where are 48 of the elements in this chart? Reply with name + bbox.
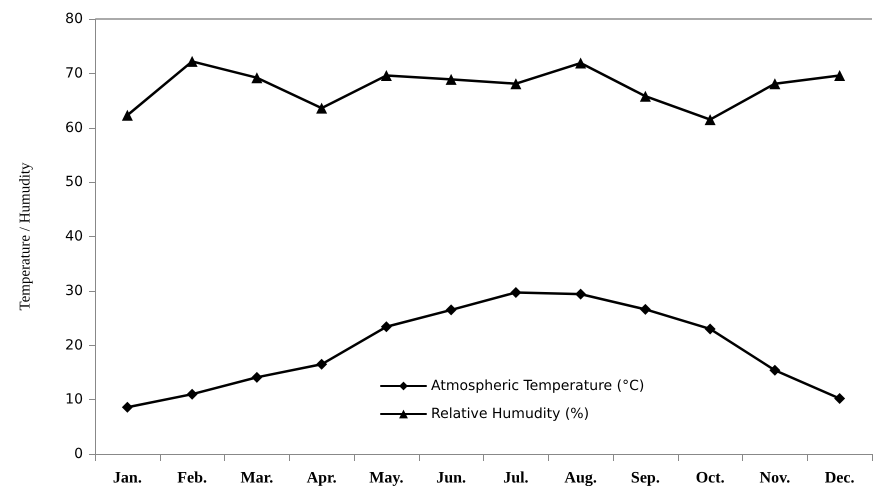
point	[834, 393, 846, 404]
y-tick-label: 50	[65, 174, 83, 190]
point	[575, 288, 586, 300]
x-tick-label: Feb.	[177, 470, 208, 486]
point	[186, 56, 198, 67]
point	[769, 364, 780, 376]
point	[380, 321, 392, 332]
point	[380, 70, 392, 82]
y-tick-label: 0	[74, 446, 83, 462]
legend-label: Relative Humudity (%)	[431, 406, 590, 422]
y-tick-label: 80	[65, 11, 83, 27]
x-tick-label: Mar.	[240, 470, 274, 486]
x-tick-label: Jan.	[112, 470, 142, 486]
legend-label: Atmospheric Temperature (°C)	[431, 378, 644, 394]
point	[510, 78, 522, 90]
point	[510, 287, 522, 298]
x-tick-label: Dec.	[824, 470, 855, 486]
x-tick-label: Apr.	[306, 470, 337, 486]
y-axis-title: Temperature / Humudity	[18, 162, 34, 311]
y-tick-label: 70	[65, 65, 83, 82]
point	[640, 304, 651, 315]
x-tick-label: Oct.	[696, 470, 725, 486]
y-tick-label: 60	[65, 120, 83, 136]
x-tick-label: Sep.	[630, 470, 660, 486]
point	[704, 323, 716, 334]
point	[251, 372, 262, 383]
point	[446, 74, 457, 85]
y-tick-label: 30	[65, 282, 83, 299]
y-tick-label: 10	[65, 392, 83, 408]
point	[446, 304, 457, 316]
y-tick-label: 20	[65, 337, 83, 354]
point	[769, 78, 780, 90]
point	[704, 114, 716, 126]
point	[575, 58, 586, 69]
point	[316, 102, 328, 114]
point	[834, 70, 846, 82]
x-tick-label: May.	[369, 470, 404, 486]
point	[122, 402, 133, 413]
x-tick-label: Jun.	[436, 470, 466, 486]
x-tick-label: Aug.	[564, 470, 597, 486]
point	[316, 358, 328, 370]
x-tick-label: Nov.	[760, 470, 790, 486]
point	[251, 72, 262, 84]
point	[186, 388, 198, 400]
y-tick-label: 40	[65, 228, 83, 244]
point	[640, 90, 651, 102]
point	[122, 110, 133, 121]
x-tick-label: Jul.	[503, 470, 529, 486]
